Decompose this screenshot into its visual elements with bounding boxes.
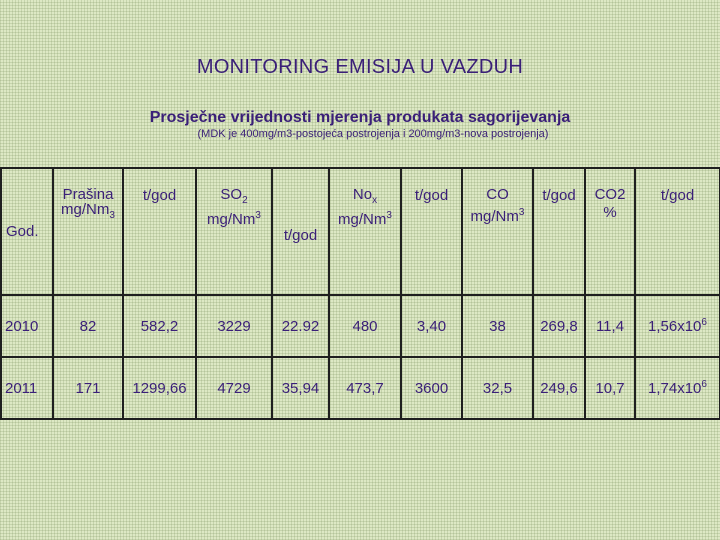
header-nox-label: No [352,186,373,203]
cell-co2: 10,7 [584,356,636,420]
cell-co2: 11,4 [584,294,636,358]
header-nox-line1: Nox [330,187,400,208]
cell-year: 2011 [0,356,54,420]
header-co-line1: CO [486,186,509,203]
header-nox-sub: x [372,195,378,206]
header-nox-sup: 3 [386,210,392,221]
cell-co2-t-exp: 6 [701,379,707,390]
limit-note: (MDK je 400mg/m3-postojeća postrojenja i… [0,128,720,140]
header-co-line2: mg/Nm3 [463,205,532,224]
header-prasina-sub: 3 [109,210,115,221]
limit-note-text: (MDK je 400mg/m3-postojeća postrojenja i… [197,128,549,140]
cell-co2-t-exp: 6 [701,317,707,328]
cell-prasina-t: 1299,66 [122,356,197,420]
cell-co2-t: 1,74x106 [634,356,720,420]
header-so2-line1: SO2 [197,187,271,208]
header-co2: CO2 % [584,167,636,296]
header-so2-label: SO [220,186,243,203]
header-so2-tgod: t/god [271,167,330,296]
header-prasina-unit: mg/Nm [61,201,110,218]
cell-co2-t-value: 1,56x10 [648,318,702,335]
header-tgod-label: t/god [283,227,318,244]
header-nox-unit: mg/Nm [338,211,387,228]
header-so2-sup: 3 [255,210,261,221]
header-co2-line1: CO2 [594,186,626,203]
header-tgod-label: t/god [414,187,449,204]
cell-nox: 473,7 [328,356,402,420]
page-title: MONITORING EMISIJA U VAZDUH [196,56,524,78]
cell-so2-t: 22.92 [271,294,330,358]
header-so2: SO2 mg/Nm3 [195,167,273,296]
cell-year: 2010 [0,294,54,358]
header-tgod-label: t/god [142,187,177,204]
cell-co-t: 269,8 [532,294,586,358]
header-nox: Nox mg/Nm3 [328,167,402,296]
header-tgod-label: t/god [542,187,576,204]
header-co2-line2: % [603,204,617,221]
cell-prasina-t: 582,2 [122,294,197,358]
header-nox-tgod: t/god [400,167,463,296]
header-co-sup: 3 [518,207,525,218]
header-tgod-label: t/god [660,187,695,204]
cell-co: 32,5 [461,356,534,420]
cell-prasina: 171 [52,356,124,420]
header-co2-tgod: t/god [634,167,720,296]
header-prasina-line2: mg/Nm3 [54,202,122,223]
header-so2-unit: mg/Nm [207,211,256,228]
header-co-tgod: t/god [532,167,586,296]
cell-nox: 480 [328,294,402,358]
header-god-label: God. [6,223,39,240]
header-co-unit: mg/Nm [470,208,519,225]
table-header-row: God. Prašina mg/Nm3 t/god SO2 mg/Nm3 t/g… [0,167,720,296]
cell-so2: 3229 [195,294,273,358]
table-row: 2010 82 582,2 3229 22.92 480 3,40 38 269… [0,294,720,358]
header-prasina-line1: Prašina [62,186,114,203]
cell-co-t: 249,6 [532,356,586,420]
table-row: 2011 171 1299,66 4729 35,94 473,7 3600 3… [0,356,720,420]
cell-so2: 4729 [195,356,273,420]
cell-co: 38 [461,294,534,358]
header-prasina-tgod: t/god [122,167,197,296]
cell-co2-t: 1,56x106 [634,294,720,358]
cell-prasina: 82 [52,294,124,358]
header-so2-line2: mg/Nm3 [197,208,271,227]
cell-nox-t: 3,40 [400,294,463,358]
header-god: God. [0,167,54,296]
page-subtitle: Prosječne vrijednosti mjerenja produkata… [149,109,571,126]
cell-so2-t: 35,94 [271,356,330,420]
emissions-table: God. Prašina mg/Nm3 t/god SO2 mg/Nm3 t/g… [0,167,720,420]
header-so2-sub: 2 [242,195,248,206]
header-co: CO mg/Nm3 [461,167,534,296]
header-nox-line2: mg/Nm3 [330,208,400,227]
cell-nox-t: 3600 [400,356,463,420]
cell-co2-t-value: 1,74x10 [648,380,702,397]
header-prasina: Prašina mg/Nm3 [52,167,124,296]
